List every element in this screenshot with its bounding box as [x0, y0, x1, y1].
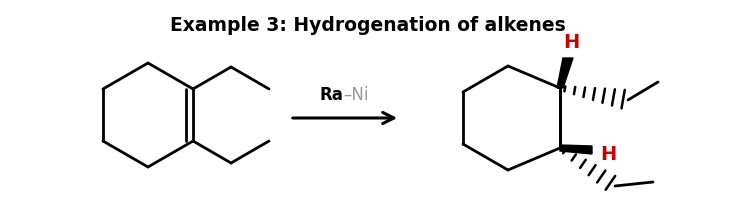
- Polygon shape: [557, 58, 573, 88]
- Text: Ra: Ra: [319, 86, 343, 104]
- Text: H: H: [600, 144, 616, 164]
- Text: –Ni: –Ni: [343, 86, 369, 104]
- Text: Example 3: Hydrogenation of alkenes: Example 3: Hydrogenation of alkenes: [170, 16, 566, 35]
- Text: H: H: [563, 33, 579, 52]
- Polygon shape: [560, 145, 592, 154]
